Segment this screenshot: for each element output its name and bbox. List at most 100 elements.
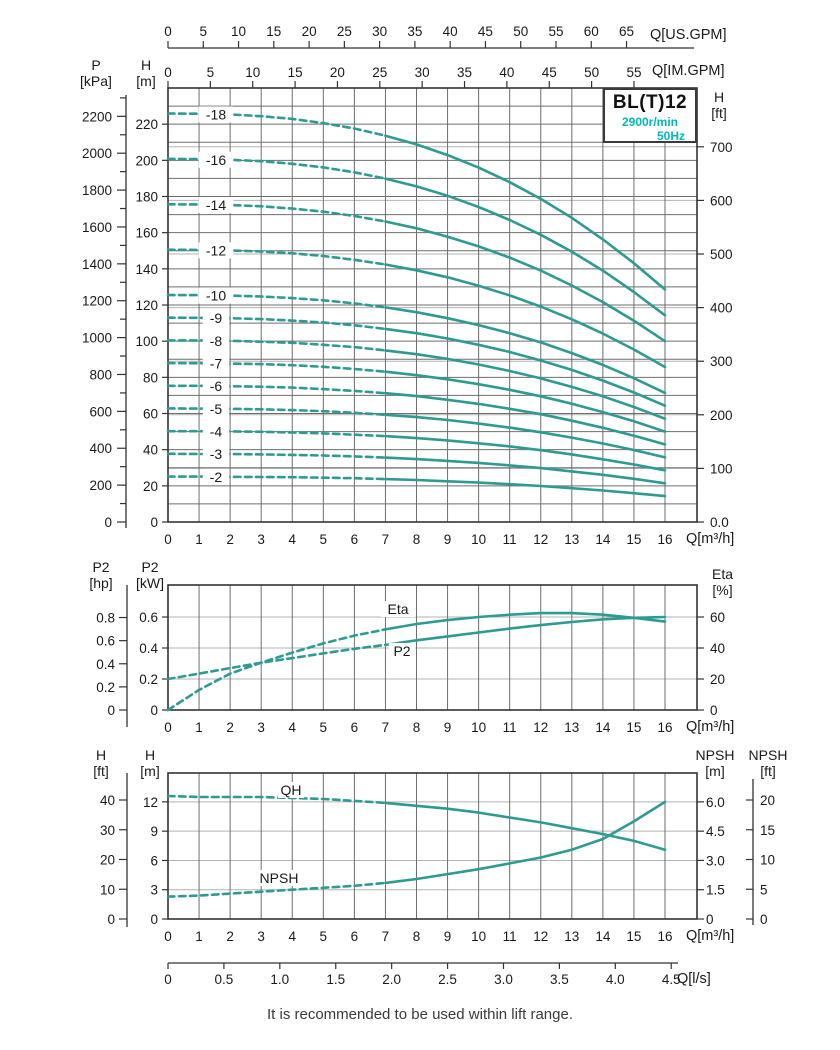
svg-text:15: 15 [626,720,641,735]
svg-text:65: 65 [619,24,634,39]
svg-text:1: 1 [195,929,203,944]
svg-text:1000: 1000 [82,331,112,346]
curve-stage-3 [384,456,667,485]
svg-text:-3: -3 [210,446,223,462]
svg-text:0.5: 0.5 [215,972,234,987]
curve-stage-2-dashed [166,475,387,481]
svg-text:1.0: 1.0 [270,972,289,987]
svg-text:40: 40 [100,793,115,808]
curve-p2 [384,615,667,647]
npsh-m-axis-header: NPSH [m] [695,747,735,779]
curve-npsh [384,800,667,885]
svg-text:0: 0 [760,912,768,927]
flow-m3h-axis-label-power: Q[m³/h] [686,719,735,735]
svg-text:-4: -4 [210,423,223,439]
svg-text:1200: 1200 [82,294,112,309]
svg-text:4: 4 [288,720,296,735]
svg-text:5: 5 [320,720,328,735]
svg-text:15: 15 [626,532,641,547]
curve-stage-2 [384,477,667,498]
svg-text:400: 400 [89,441,112,456]
svg-text:0: 0 [150,515,158,530]
svg-text:20: 20 [100,853,115,868]
svg-text:4: 4 [288,929,296,944]
svg-text:14: 14 [595,929,611,944]
svg-text:20: 20 [330,65,345,80]
svg-text:11: 11 [503,929,517,944]
svg-text:-5: -5 [210,401,223,417]
svg-text:20: 20 [302,24,317,39]
svg-text:60: 60 [584,24,599,39]
svg-text:180: 180 [135,190,158,205]
flow-lps-axis-label: Q[l/s] [677,971,711,987]
svg-text:60: 60 [143,407,158,422]
model-title-box: BL(T)12 2900r/min 50Hz [603,88,697,143]
flow-usgpm-axis-label: Q[US.GPM] [650,27,727,43]
flow-imgpm-axis-label: Q[IM.GPM] [652,63,725,79]
svg-text:16: 16 [657,929,672,944]
svg-text:800: 800 [89,367,112,382]
svg-text:3: 3 [257,929,265,944]
svg-text:55: 55 [626,65,641,80]
power-hp-axis-header: P2 [hp] [89,559,113,591]
svg-text:6.0: 6.0 [706,795,725,810]
curve-stage-6-dashed [166,384,387,395]
curve-stage-4 [384,434,667,472]
svg-text:400: 400 [710,301,733,316]
svg-text:30: 30 [415,65,430,80]
head-m-axis-header: H [m] [136,57,156,89]
svg-text:2000: 2000 [82,146,112,161]
pressure-axis-header: P [kPa] [80,57,112,89]
curve-stage-8 [384,349,667,420]
svg-text:45: 45 [542,65,557,80]
svg-text:0.4: 0.4 [96,657,115,672]
flow-m3h-axis-label-main: Q[m³/h] [686,531,735,547]
svg-text:55: 55 [548,24,563,39]
svg-text:-14: -14 [206,197,226,213]
svg-text:50: 50 [584,65,599,80]
curve-eta-dashed [166,628,387,712]
head-ft-bottom-axis-header: H [ft] [93,747,109,779]
svg-text:3.0: 3.0 [706,853,725,868]
svg-text:30: 30 [372,24,387,39]
svg-text:3: 3 [257,720,265,735]
svg-text:40: 40 [143,443,158,458]
svg-text:50: 50 [513,24,528,39]
svg-text:0: 0 [706,912,714,927]
svg-text:140: 140 [135,262,158,277]
svg-text:7: 7 [382,720,390,735]
curve-eta [384,611,667,631]
head-m-bottom-axis-header: H [m] [140,747,160,779]
svg-text:12: 12 [533,720,548,735]
svg-text:100: 100 [710,461,733,476]
svg-text:1: 1 [195,720,203,735]
svg-text:3: 3 [257,532,265,547]
svg-text:4.5: 4.5 [662,972,681,987]
head-ft-axis-header: H [ft] [711,89,727,121]
svg-text:100: 100 [135,334,158,349]
curve-stage-8-dashed [166,339,387,352]
svg-text:0: 0 [150,703,158,718]
svg-text:9: 9 [444,720,452,735]
svg-text:25: 25 [337,24,352,39]
svg-text:200: 200 [89,478,112,493]
svg-text:1.5: 1.5 [706,883,725,898]
svg-text:4: 4 [288,532,296,547]
model-name: BL(T)12 [612,92,688,113]
svg-text:4.5: 4.5 [706,824,725,839]
svg-text:13: 13 [564,929,579,944]
svg-text:20: 20 [710,672,725,687]
svg-text:3.5: 3.5 [550,972,569,987]
svg-text:5: 5 [760,882,768,897]
svg-text:10: 10 [760,853,775,868]
svg-text:10: 10 [245,65,260,80]
svg-text:10: 10 [471,532,486,547]
svg-text:1800: 1800 [82,183,112,198]
svg-text:10: 10 [471,720,486,735]
svg-text:12: 12 [533,532,548,547]
svg-text:0: 0 [164,532,172,547]
svg-text:0.6: 0.6 [96,634,115,649]
svg-text:Eta: Eta [387,601,408,617]
svg-text:0: 0 [710,703,718,718]
svg-text:3: 3 [150,883,158,898]
